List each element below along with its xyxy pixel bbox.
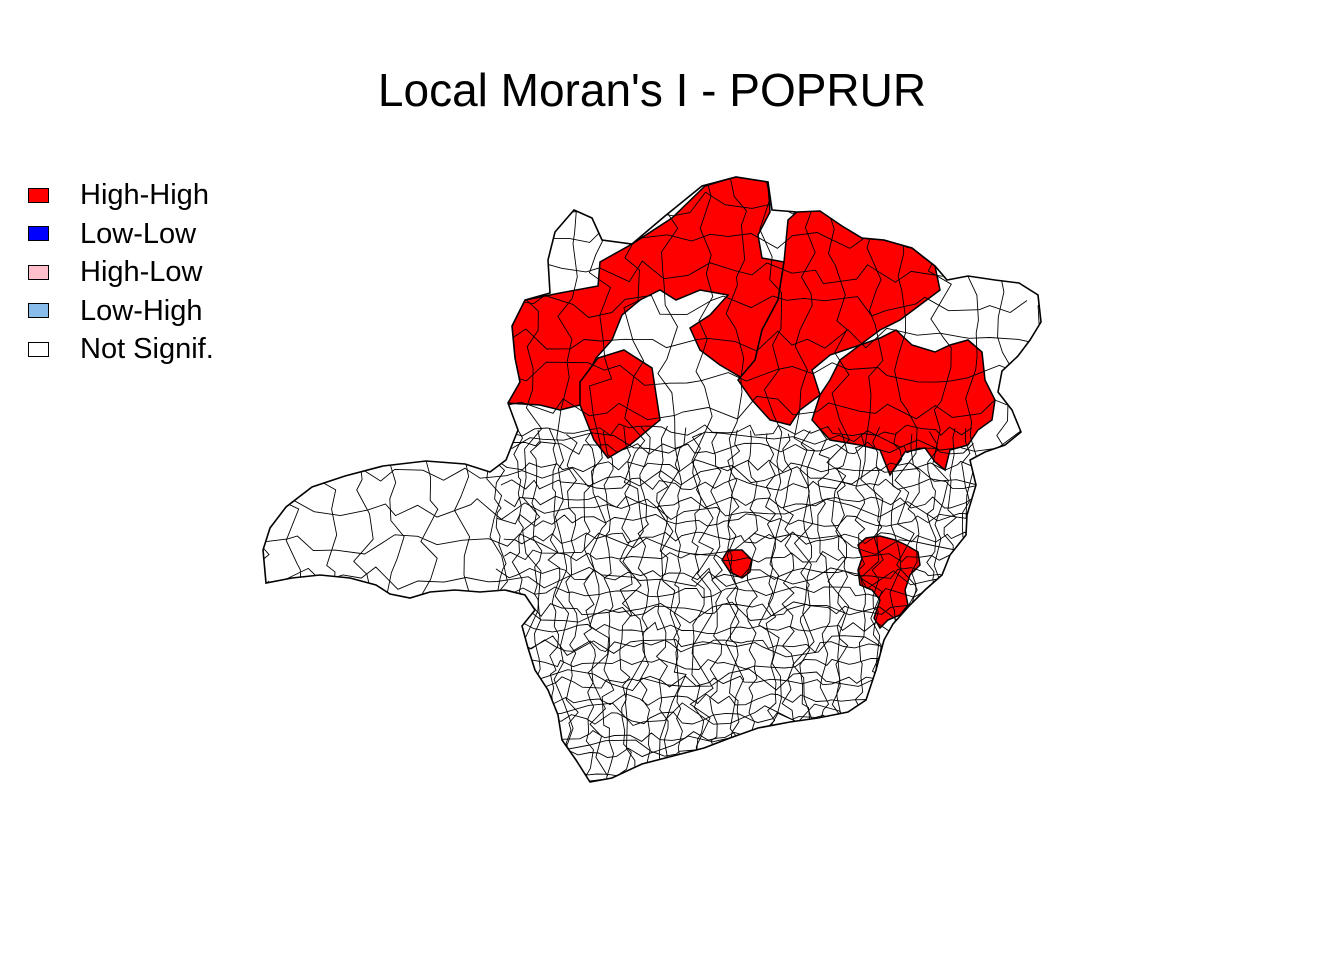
municipality-boundary-line bbox=[725, 177, 748, 780]
legend-swatch-high-low bbox=[28, 264, 49, 280]
municipality-boundary-line bbox=[709, 431, 723, 782]
municipality-boundary-line bbox=[553, 177, 578, 782]
municipality-boundary-line bbox=[619, 426, 633, 782]
municipality-boundary-line bbox=[621, 177, 646, 782]
municipality-boundary-line bbox=[1031, 178, 1041, 781]
legend-item-low-high: Low-High bbox=[28, 292, 214, 331]
municipality-boundary-line bbox=[265, 770, 1035, 782]
municipality-boundary-line bbox=[501, 459, 975, 473]
cluster-north-central bbox=[737, 209, 941, 426]
municipality-boundary-line bbox=[657, 177, 681, 775]
municipality-boundary-line bbox=[746, 430, 759, 782]
municipality-boundary-line bbox=[495, 567, 975, 581]
legend-item-high-high: High-High bbox=[28, 176, 214, 215]
municipality-boundary-line bbox=[263, 177, 272, 781]
municipality-boundary-line bbox=[655, 425, 669, 782]
legend-label-not-signif: Not Signif. bbox=[80, 333, 214, 366]
municipality-boundary-line bbox=[601, 431, 615, 782]
municipality-boundary-line bbox=[673, 427, 687, 782]
municipality-boundary-line bbox=[317, 177, 340, 774]
municipality-boundary-line bbox=[499, 441, 974, 455]
municipality-boundary-line bbox=[263, 464, 1027, 487]
legend-swatch-not-signif bbox=[28, 341, 49, 357]
legend-swatch-low-high bbox=[28, 303, 49, 319]
municipality-boundary-line bbox=[565, 434, 579, 782]
municipality-boundary-line bbox=[263, 177, 1035, 183]
legend-swatch-low-low bbox=[28, 226, 49, 242]
legend-item-high-low: High-Low bbox=[28, 253, 214, 292]
municipality-boundary-line bbox=[503, 495, 976, 509]
legend-label-high-low: High-Low bbox=[80, 256, 203, 289]
municipality-boundary-line bbox=[637, 426, 651, 782]
municipality-boundary-line bbox=[583, 431, 596, 782]
legend-label-low-high: Low-High bbox=[80, 294, 203, 327]
municipality-boundary-line bbox=[765, 433, 777, 782]
legend: High-High Low-Low High-Low Low-High Not … bbox=[28, 176, 214, 369]
legend-label-high-high: High-High bbox=[80, 179, 209, 212]
municipality-boundary-line bbox=[691, 432, 705, 782]
municipality-boundary-line bbox=[758, 177, 783, 782]
municipality-boundary-line bbox=[996, 177, 1020, 782]
municipality-boundary-line bbox=[495, 586, 972, 599]
legend-item-not-signif: Not Signif. bbox=[28, 330, 214, 369]
municipality-boundary-line bbox=[282, 177, 306, 782]
legend-label-low-low: Low-Low bbox=[80, 217, 197, 250]
municipality-boundary-line bbox=[587, 177, 613, 777]
legend-swatch-high-high bbox=[28, 187, 49, 203]
municipality-boundary-line bbox=[689, 177, 715, 780]
municipality-boundary-line bbox=[792, 177, 816, 782]
map-title: Local Moran's I - POPRUR bbox=[377, 64, 927, 116]
municipality-boundary-line bbox=[267, 566, 1032, 590]
municipality-boundary-line bbox=[263, 191, 1030, 217]
municipality-boundary-line bbox=[727, 429, 741, 782]
legend-item-low-low: Low-Low bbox=[28, 215, 214, 254]
municipality-boundary-line bbox=[504, 549, 973, 563]
municipality-boundary-line bbox=[497, 765, 977, 779]
municipality-boundary-line bbox=[826, 177, 850, 776]
